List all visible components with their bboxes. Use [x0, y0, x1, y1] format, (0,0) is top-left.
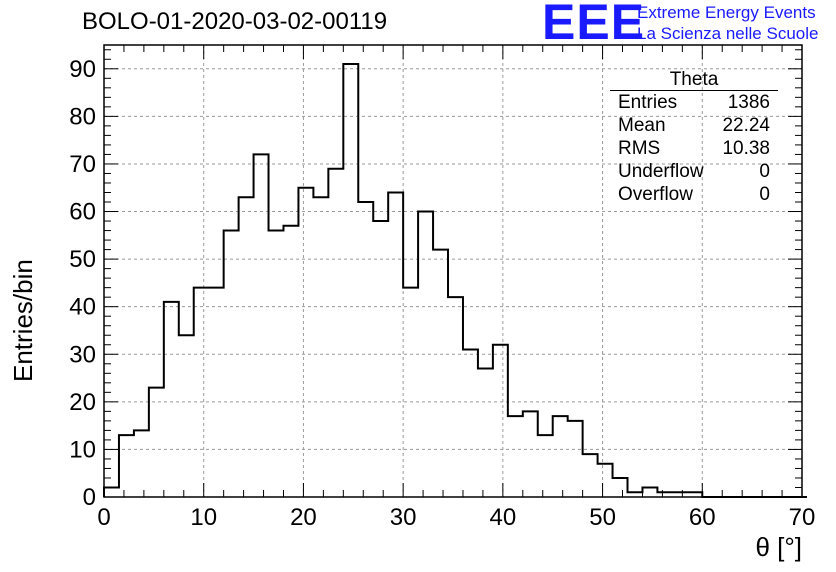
- histogram-bin: [254, 154, 269, 497]
- stats-label: Underflow: [618, 161, 704, 182]
- y-tick-label: 60: [69, 199, 96, 226]
- histogram-bin: [358, 202, 373, 497]
- histogram-bin: [283, 226, 298, 497]
- histogram-bin: [598, 464, 613, 497]
- histogram-bin: [553, 416, 568, 497]
- histogram-bin: [164, 302, 179, 497]
- y-tick-label: 0: [83, 484, 96, 511]
- histogram-bin: [628, 492, 643, 497]
- histogram-bin: [388, 192, 403, 497]
- stats-label: RMS: [618, 138, 661, 159]
- stats-box: Theta Entries 1386 Mean 22.24 RMS 10.38 …: [610, 70, 778, 206]
- histogram-bin: [583, 454, 598, 497]
- stats-row: Overflow 0: [610, 183, 778, 206]
- histogram-bin: [418, 212, 433, 497]
- stats-value: 0: [759, 184, 770, 205]
- histogram-bin: [343, 64, 358, 497]
- histogram-bin: [119, 435, 134, 497]
- histogram-bin: [328, 169, 343, 497]
- stats-value: 10.38: [722, 138, 770, 159]
- histogram-bin: [672, 492, 687, 497]
- histogram-bin: [642, 487, 657, 497]
- histogram-bin: [478, 369, 493, 497]
- histogram-bin: [209, 288, 224, 497]
- logo-line-1: Extreme Energy Events: [637, 3, 816, 22]
- histogram-bin: [403, 288, 418, 497]
- histogram-bin: [194, 288, 209, 497]
- histogram-bin: [538, 435, 553, 497]
- histogram-bin: [179, 335, 194, 497]
- eee-logo: EEE: [542, 0, 646, 50]
- x-axis-label: θ [°]: [755, 532, 802, 562]
- histogram-bin: [657, 492, 672, 497]
- y-tick-label: 30: [69, 341, 96, 368]
- x-tick-label: 10: [190, 504, 217, 531]
- stats-value: 1386: [727, 92, 770, 113]
- histogram-bin: [104, 487, 119, 497]
- stats-value: 0: [759, 161, 770, 182]
- histogram-bin: [433, 250, 448, 497]
- histogram-bin: [613, 478, 628, 497]
- x-tick-label: 70: [789, 504, 816, 531]
- y-tick-label: 90: [69, 56, 96, 83]
- stats-row: Underflow 0: [610, 160, 778, 183]
- stats-row: RMS 10.38: [610, 137, 778, 160]
- y-tick-label: 70: [69, 151, 96, 178]
- stats-label: Overflow: [618, 184, 693, 205]
- stats-row: Entries 1386: [610, 91, 778, 114]
- x-tick-label: 60: [689, 504, 716, 531]
- histogram-bin: [313, 197, 328, 497]
- histogram-bin: [493, 345, 508, 497]
- stats-value: 22.24: [722, 115, 770, 136]
- y-tick-label: 50: [69, 246, 96, 273]
- stats-label: Mean: [618, 115, 666, 136]
- histogram-bin: [224, 231, 239, 497]
- y-axis-label: Entries/bin: [8, 259, 38, 382]
- x-tick-label: 40: [490, 504, 517, 531]
- plot-frame: [103, 44, 803, 498]
- logo-line-2: La Scienza nelle Scuole: [637, 24, 819, 43]
- histogram-bin: [508, 416, 523, 497]
- stats-title: Theta: [610, 70, 778, 91]
- x-tick-label: 30: [390, 504, 417, 531]
- y-tick-label: 40: [69, 294, 96, 321]
- x-tick-label: 50: [589, 504, 616, 531]
- y-tick-label: 10: [69, 436, 96, 463]
- histogram-bin: [523, 411, 538, 497]
- stats-label: Entries: [618, 92, 678, 113]
- histogram-bin: [269, 231, 284, 497]
- histogram-outline: [103, 63, 807, 498]
- histogram-bin: [568, 421, 583, 497]
- histogram-bin: [687, 492, 702, 497]
- histogram-bin: [239, 197, 254, 497]
- x-tick-label: 20: [290, 504, 317, 531]
- histogram-bin: [373, 221, 388, 497]
- histogram-bin: [463, 350, 478, 497]
- histogram-bin: [298, 188, 313, 497]
- chart-title: BOLO-01-2020-03-02-00119: [82, 8, 388, 35]
- histogram-bin: [448, 297, 463, 497]
- y-tick-label: 20: [69, 389, 96, 416]
- stats-row: Mean 22.24: [610, 114, 778, 137]
- x-tick-label: 0: [97, 504, 110, 531]
- histogram-bin: [149, 388, 164, 497]
- y-tick-label: 80: [69, 103, 96, 130]
- histogram-bin: [134, 430, 149, 497]
